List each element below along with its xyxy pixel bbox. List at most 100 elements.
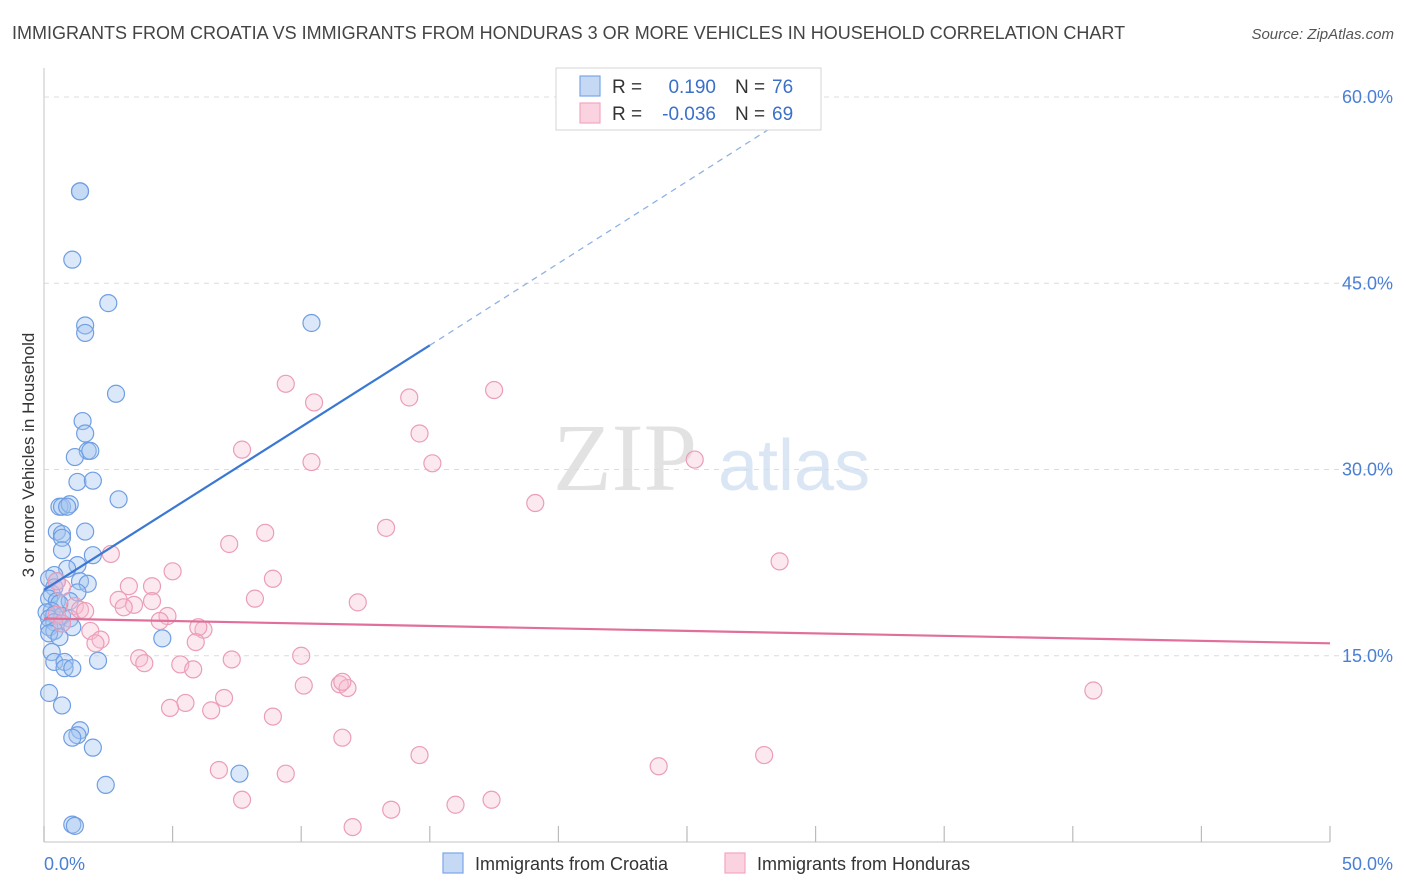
croatia-point-2 [63,250,82,269]
honduras-point-52 [176,693,195,713]
croatia-point-4 [76,316,95,335]
honduras-point-27 [114,598,133,617]
croatia-point-24 [52,541,72,560]
honduras-point-42 [292,646,311,665]
honduras-point-4 [410,424,429,443]
honduras-point-61 [276,764,295,783]
croatia-point-56 [88,651,108,670]
legend-swatch-croatia [579,75,601,97]
y-tick-label-3: 60.0% [1342,87,1393,107]
honduras-point-16 [263,569,283,588]
legend-r-value-honduras: -0.036 [662,104,716,125]
bottom-legend: Immigrants from Croatia Immigrants from … [442,852,970,874]
honduras-point-1 [400,388,419,407]
honduras-point-6 [302,452,321,472]
trend-line-croatia [43,344,431,591]
honduras-point-0 [276,374,295,393]
bottom-legend-swatch-honduras [724,852,746,874]
croatia-point-66 [230,764,249,783]
honduras-point-18 [142,577,162,596]
croatia-point-5 [76,323,95,343]
honduras-point-64 [482,790,501,809]
chart-title: IMMIGRANTS FROM CROATIA VS IMMIGRANTS FR… [12,23,1125,43]
honduras-point-66 [343,817,362,837]
croatia-point-67 [96,775,115,794]
croatia-point-1 [70,182,90,201]
honduras-point-50 [1084,681,1103,700]
legend-r-label-honduras: R = [612,104,642,125]
stats-legend: R = 0.190 N = 76 R = -0.036 N = 69 [555,67,822,131]
croatia-point-59 [63,659,82,678]
y-tick-label-1: 30.0% [1342,460,1393,480]
grid-lines [44,96,1394,657]
bottom-legend-label-honduras: Immigrants from Honduras [757,854,970,874]
croatia-point-69 [65,816,84,835]
croatia-point-14 [83,471,102,490]
honduras-point-54 [202,701,221,720]
croatia-point-7 [106,384,126,403]
honduras-point-23 [142,592,162,611]
honduras-point-57 [410,745,429,765]
honduras-point-11 [256,523,275,542]
croatia-point-23 [52,528,72,547]
honduras-point-51 [214,688,234,708]
honduras-point-40 [130,649,149,668]
honduras-point-59 [649,757,668,776]
croatia-point-25 [83,546,102,565]
croatia-point-3 [99,294,118,313]
honduras-point-60 [209,760,228,780]
honduras-point-29 [76,601,95,621]
honduras-point-62 [232,790,252,809]
honduras-point-39 [186,632,205,652]
axes [43,68,1331,843]
y-tick-label-0: 15.0% [1342,646,1393,666]
honduras-point-10 [376,518,396,537]
honduras-point-21 [245,589,265,608]
croatia-point-51 [40,624,59,643]
tick-labels: 15.0% 30.0% 45.0% 60.0% 0.0% 50.0% [44,87,1393,874]
croatia-point-62 [70,721,90,740]
y-axis-label: 3 or more Vehicles in Household [19,333,38,578]
honduras-point-46 [294,676,313,695]
croatia-point-58 [55,659,74,678]
croatia-point-55 [45,652,64,672]
honduras-point-17 [119,577,138,596]
series-honduras-points [47,374,1103,837]
trend-line-honduras [43,617,1331,645]
honduras-point-41 [222,650,241,669]
croatia-point-12 [65,447,84,467]
watermark-zip: ZIP [553,404,697,511]
source-label: Source: ZipAtlas.com [1251,26,1394,43]
croatia-point-22 [76,522,95,541]
croatia-point-15 [109,490,128,509]
honduras-point-7 [423,454,442,473]
croatia-point-65 [83,738,102,757]
honduras-point-63 [446,795,465,814]
honduras-point-56 [333,728,352,747]
honduras-point-9 [526,493,545,513]
croatia-point-18 [60,495,79,514]
croatia-point-6 [302,313,321,333]
croatia-point-11 [81,441,100,460]
honduras-point-12 [220,534,239,554]
honduras-point-32 [52,614,72,633]
trend-line-croatia-extension [429,98,816,346]
x-tick-label-1: 50.0% [1342,854,1393,874]
honduras-point-15 [163,562,182,581]
legend-n-value-honduras: 69 [772,104,793,125]
x-tick-label-0: 0.0% [44,854,85,874]
y-tick-label-2: 45.0% [1342,273,1393,293]
honduras-point-53 [160,698,180,718]
croatia-point-64 [63,728,82,747]
honduras-point-58 [755,745,774,765]
croatia-point-9 [76,424,95,443]
honduras-point-36 [189,618,208,637]
honduras-point-43 [135,654,154,673]
series-croatia-points [37,182,321,835]
honduras-point-55 [263,707,283,726]
honduras-point-5 [232,440,252,459]
legend-r-label-croatia: R = [612,77,642,98]
legend-n-value-croatia: 76 [772,77,793,98]
honduras-point-38 [86,634,105,653]
